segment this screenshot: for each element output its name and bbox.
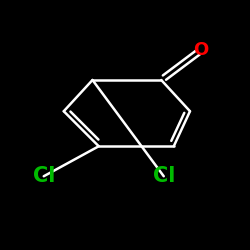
Text: O: O — [194, 41, 209, 59]
Text: Cl: Cl — [32, 166, 55, 186]
Text: Cl: Cl — [152, 166, 175, 186]
